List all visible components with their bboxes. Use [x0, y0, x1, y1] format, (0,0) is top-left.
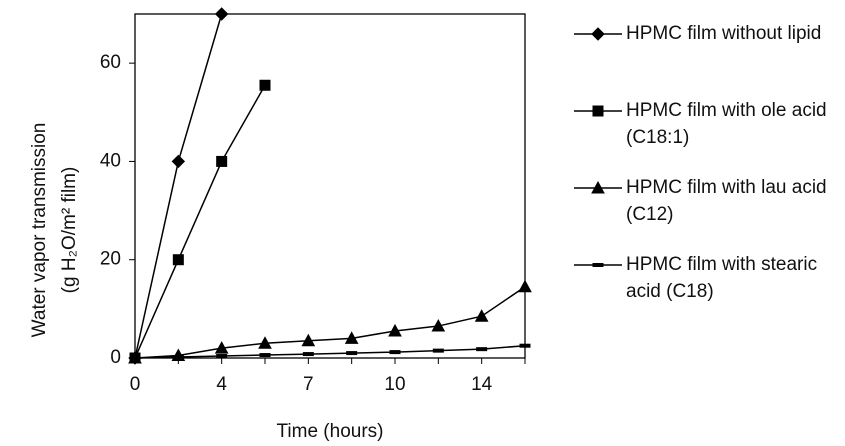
marker — [129, 356, 141, 360]
y-axis-title: Water vapor transmission — [29, 123, 50, 338]
y-tick-label: 40 — [100, 150, 121, 171]
marker — [592, 263, 604, 267]
legend-entry: HPMC film with lau acid (C12) — [572, 174, 842, 251]
marker — [591, 180, 605, 194]
marker — [172, 254, 184, 266]
marker — [344, 331, 359, 344]
marker — [518, 279, 532, 293]
legend-icon — [574, 180, 622, 194]
marker — [474, 309, 489, 322]
marker — [346, 351, 358, 356]
marker — [258, 336, 272, 349]
marker — [476, 347, 488, 352]
marker — [214, 7, 229, 21]
series-line — [134, 344, 526, 359]
marker — [591, 27, 605, 41]
marker — [389, 350, 401, 355]
series-line — [134, 84, 266, 359]
marker — [432, 348, 444, 353]
plot-frame — [134, 13, 526, 359]
x-tick-label: 4 — [216, 374, 227, 395]
marker — [592, 105, 604, 117]
marker — [259, 79, 271, 91]
legend-entry: HPMC film with stearic acid (C18) — [572, 251, 842, 328]
y-tick-label: 0 — [110, 347, 121, 368]
legend: HPMC film without lipid HPMC film with ol… — [572, 20, 842, 328]
marker — [216, 354, 228, 359]
legend-icon — [574, 263, 622, 267]
legend-label: HPMC film with lau acid (C12) — [626, 177, 827, 225]
y-tick-label: 20 — [100, 249, 121, 270]
marker — [519, 343, 531, 348]
legend-label: HPMC film without lipid — [626, 23, 822, 44]
marker — [259, 353, 271, 358]
legend-icon — [574, 105, 622, 117]
x-axis-title: Time (hours) — [277, 421, 384, 442]
marker — [171, 154, 186, 169]
marker — [431, 319, 446, 332]
x-tick-label: 10 — [384, 374, 405, 395]
marker — [216, 155, 228, 167]
marker — [302, 352, 314, 357]
marker — [388, 323, 402, 337]
marker — [172, 355, 184, 360]
legend-icon — [574, 27, 622, 41]
legend-label: HPMC film with ole acid (C18:1) — [626, 100, 827, 148]
y-axis-title: (g H₂O/m² film) — [59, 167, 80, 294]
series-line — [134, 286, 526, 359]
legend-entry: HPMC film without lipid — [572, 20, 842, 97]
x-tick-label: 7 — [303, 374, 314, 395]
marker — [214, 341, 229, 354]
legend-entry: HPMC film with ole acid (C18:1) — [572, 97, 842, 174]
y-tick-label: 60 — [100, 52, 121, 73]
marker — [301, 333, 316, 347]
series-line — [134, 13, 223, 359]
x-tick-label: 14 — [471, 374, 493, 395]
x-tick-label: 0 — [130, 374, 141, 395]
legend-label: HPMC film with stearic acid (C18) — [626, 254, 818, 302]
